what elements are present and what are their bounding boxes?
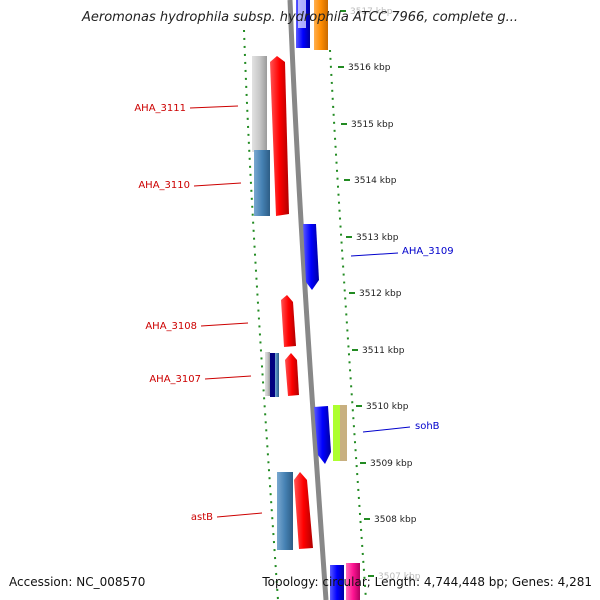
ruler-tick-label: 3514 kbp	[354, 176, 397, 186]
gene-arrow-red-3108	[281, 295, 296, 347]
left-tick-band	[243, 29, 279, 600]
gene-arrow-blue-sohB	[314, 406, 331, 464]
gene-block-navy-3107	[270, 353, 275, 397]
gene-block-orange-top	[314, 0, 328, 50]
gene-label-aha-3107[interactable]: AHA_3107	[149, 374, 201, 385]
gene-block-pink-bottom	[346, 563, 360, 600]
gene-block-gray-3111	[252, 56, 267, 152]
gene-label-aha-3108[interactable]: AHA_3108	[145, 321, 197, 332]
ruler-tick-label: 3512 kbp	[359, 289, 402, 299]
gene-block-steel-3107	[275, 353, 279, 397]
ruler-tick-label: 3516 kbp	[348, 63, 391, 73]
gene-label-aha-3110[interactable]: AHA_3110	[138, 180, 190, 191]
ruler-tick-label: 3517 kbp	[350, 7, 393, 17]
gene-arrow-blue-3109	[303, 224, 319, 290]
gene-arrow-red-3111	[270, 56, 289, 216]
gene-label-aha-3111[interactable]: AHA_3111	[134, 103, 186, 114]
gene-block-steel-astB	[277, 472, 293, 550]
gene-block-gray-3107	[265, 352, 270, 396]
gene-arrow-red-astB	[294, 472, 313, 549]
gene-label-sohb[interactable]: sohB	[415, 421, 440, 432]
gene-label-astb[interactable]: astB	[191, 512, 213, 523]
gene-block-tan-sohB	[340, 405, 347, 461]
gene-block-steel-3110	[254, 150, 270, 216]
gene-leader-line	[189, 105, 239, 109]
ruler-tick-label: 3511 kbp	[362, 346, 405, 356]
gene-leader-line	[193, 182, 242, 187]
gene-arrow-red-3107	[285, 353, 299, 396]
gene-leader-line	[350, 252, 399, 257]
map-title: Aeromonas hydrophila subsp. hydrophila A…	[81, 10, 519, 25]
gene-labels: AHA_3111 AHA_3110 AHA_3109 AHA_3108 AHA_3107…	[134, 103, 453, 523]
gene-leader-line	[362, 426, 411, 433]
gene-block-blue-bottom	[330, 565, 344, 600]
right-tick-band	[329, 49, 367, 600]
gene-label-aha-3109[interactable]: AHA_3109	[402, 246, 454, 257]
gene-leader-line	[216, 512, 263, 518]
topology-text: Topology: circular; Length: 4,744,448 bp…	[262, 575, 592, 589]
genome-backbone	[287, 0, 329, 600]
ruler-tick-label: 3513 kbp	[356, 233, 399, 243]
ruler-tick-label: 3507 kbp	[378, 572, 421, 582]
ruler-tick-label: 3508 kbp	[374, 515, 417, 525]
gene-leader-line	[204, 375, 252, 380]
ruler-tick-label: 3510 kbp	[366, 402, 409, 412]
gene-leader-line	[200, 322, 249, 327]
ruler-tick-label: 3515 kbp	[351, 120, 394, 130]
gene-block-lime-sohB	[333, 405, 340, 461]
ruler-ticks: 3517 kbp 3516 kbp 3515 kbp 3514 kbp 3513 kbp…	[338, 7, 421, 582]
ruler-tick-label: 3509 kbp	[370, 459, 413, 469]
accession-text: Accession: NC_008570	[9, 575, 146, 589]
gene-block-lightblue-top	[298, 0, 306, 28]
